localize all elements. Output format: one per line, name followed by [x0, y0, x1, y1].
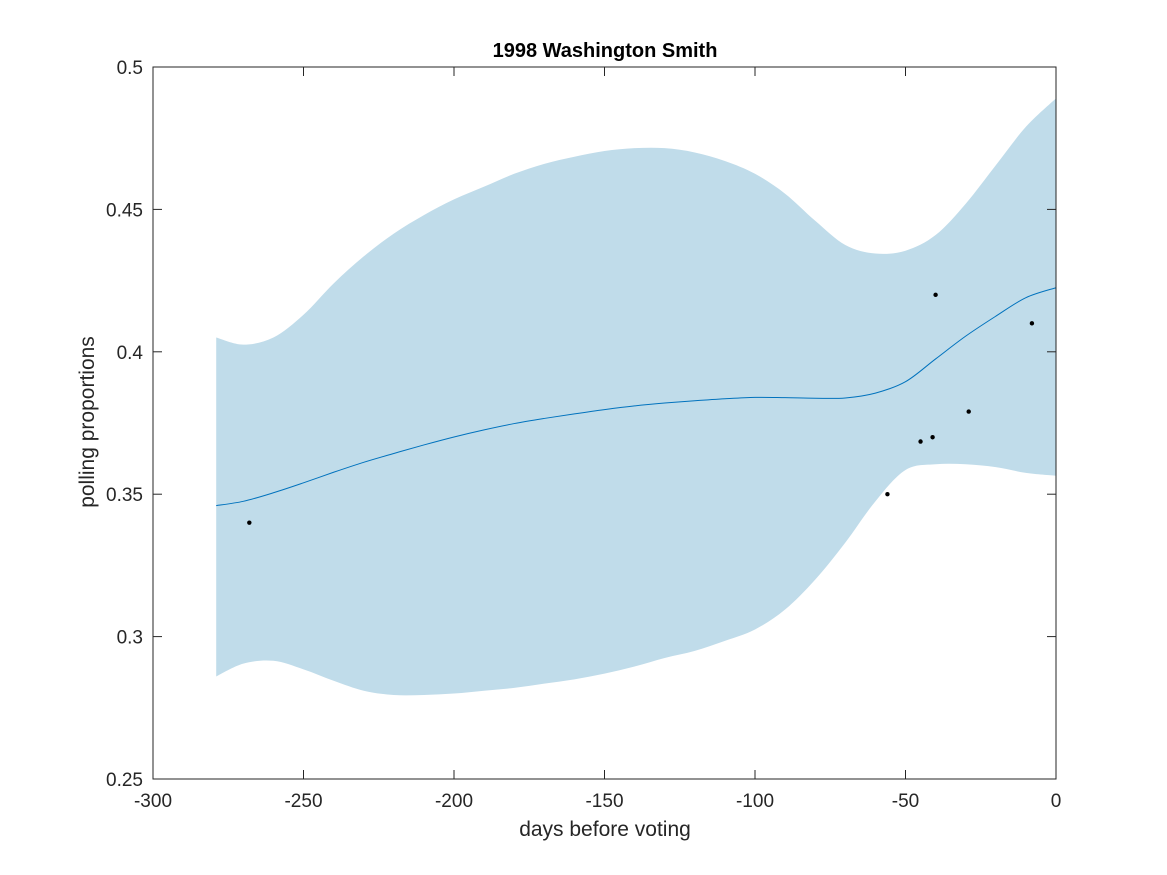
chart-title: 1998 Washington Smith [493, 40, 718, 62]
x-tick-label: -100 [736, 791, 774, 812]
data-point [933, 292, 938, 298]
y-tick-label: 0.3 [117, 628, 143, 649]
data-points-layer [247, 292, 1035, 525]
y-tick-label: 0.45 [106, 200, 143, 221]
x-tick-label: -200 [435, 791, 473, 812]
x-tick-label: 0 [1051, 791, 1062, 812]
plot-area: -300 -250 -200 -150 -100 -50 0 0.25 0.3 0.35 0.4 0.… [106, 58, 1061, 812]
y-tick-label: 0.4 [117, 343, 144, 364]
x-tick-label: -50 [892, 791, 919, 812]
fit-line-layer [216, 287, 1057, 507]
x-tick-label: -250 [284, 791, 322, 812]
data-point [885, 492, 890, 497]
confidence-band [216, 98, 1056, 696]
fit-line [216, 287, 1057, 507]
data-point [247, 520, 252, 525]
y-axis-label: polling proportions [76, 336, 99, 508]
data-point [1029, 321, 1035, 326]
ticks-layer: -300 -250 -200 -150 -100 -50 0 0.25 0.3 0.35 0.4 0.… [106, 58, 1061, 812]
data-point [930, 435, 935, 440]
data-point [966, 409, 971, 414]
x-tick-label: -150 [585, 791, 623, 812]
confidence-band-layer [216, 98, 1056, 696]
y-tick-label: 0.5 [117, 58, 143, 79]
x-tick-label: -300 [134, 791, 172, 812]
data-point [918, 439, 923, 444]
y-tick-label: 0.35 [106, 485, 143, 506]
x-axis-label: days before voting [519, 818, 691, 841]
y-tick-label: 0.25 [106, 770, 143, 791]
